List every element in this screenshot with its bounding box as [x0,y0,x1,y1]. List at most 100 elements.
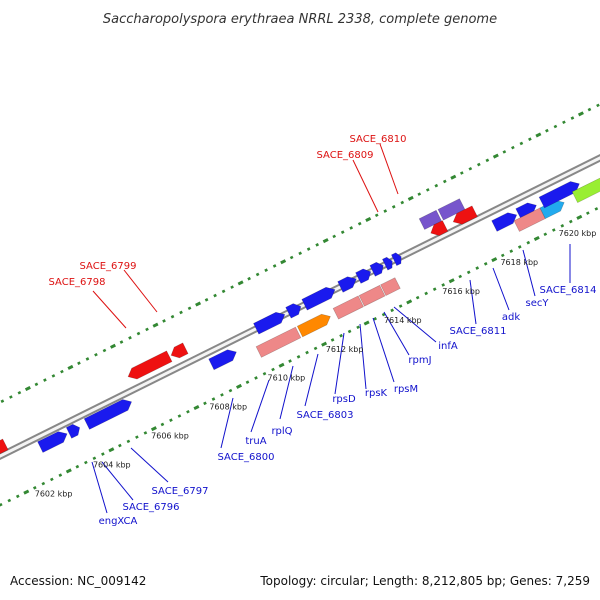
gene-feature[interactable] [390,252,402,267]
gene-feature[interactable] [491,212,518,232]
callout-line [101,461,134,501]
gene-feature[interactable] [0,438,9,455]
tick-mark [594,207,599,211]
gene-label[interactable]: SACE_6811 [450,326,507,337]
tick-mark [17,390,22,395]
gene-feature[interactable] [538,181,580,209]
tick-mark [143,431,148,435]
gene-feature[interactable] [301,286,336,311]
gene-label[interactable]: rplQ [271,426,292,437]
gene-label[interactable]: SACE_6803 [297,410,354,421]
gene-feature[interactable] [253,311,286,335]
tick-mark [577,111,584,117]
tick-mark [500,253,505,258]
gene-feature[interactable] [170,342,189,359]
callout-line [393,306,437,343]
gene-label[interactable]: rpsM [394,384,418,395]
tick-mark [204,297,209,302]
callout-line [91,461,108,514]
tick-mark [101,452,105,456]
tick-mark [160,422,165,427]
tick-mark [213,293,217,298]
gene-label[interactable]: adk [502,312,520,323]
tick-mark [15,494,20,499]
tick-mark [118,443,122,448]
callout-line [522,249,536,297]
callout-line [334,332,345,395]
tick-mark [262,371,267,376]
tick-mark [169,418,173,423]
gene-label[interactable]: engXCA [99,516,138,527]
gene-feature[interactable] [381,256,393,271]
tick-mark [568,219,573,224]
tick-dot-lines [0,103,600,507]
gene-feature[interactable] [430,220,449,236]
tick-mark [92,456,97,461]
tick-mark [570,116,575,120]
gene-feature[interactable] [337,276,357,293]
tick-mark [407,195,414,201]
gene-feature[interactable] [285,303,302,319]
gene-feature[interactable] [355,268,372,284]
gene-feature[interactable] [571,174,600,204]
gene-label[interactable]: SACE_6797 [152,486,209,497]
gene-feature[interactable] [83,399,133,430]
gene-feature[interactable] [208,349,237,371]
gene-feature[interactable] [255,326,302,358]
tick-mark [349,226,354,230]
gene-label[interactable]: rpsD [332,394,356,405]
gene-label[interactable]: SACE_6814 [540,285,597,296]
tick-mark [135,435,139,439]
tick-mark [519,141,524,146]
gene-feature[interactable] [437,198,466,221]
gene-label[interactable]: rpsK [365,388,388,399]
callout-line [359,323,367,390]
tick-mark [203,401,207,406]
gene-label[interactable]: SACE_6798 [49,277,106,288]
gene-label[interactable]: SACE_6810 [350,134,407,145]
gene-label[interactable]: SACE_6799 [80,261,137,272]
callout-line [372,317,395,383]
gene-feature[interactable] [380,277,401,297]
gene-feature[interactable] [515,202,537,220]
gene-feature[interactable] [65,423,81,439]
tick-mark [424,291,429,296]
accession-text: Accession: NC_009142 [10,574,146,588]
gene-feature[interactable] [296,313,331,338]
ruler-label: 7614 kbp [384,316,422,325]
gene-feature[interactable] [332,295,364,320]
gene-label[interactable]: SACE_6809 [317,150,374,161]
tick-mark [315,243,320,247]
gene-feature[interactable] [418,209,443,230]
tick-mark [179,310,183,315]
callout-line [123,269,158,313]
tick-mark [459,171,464,175]
tick-mark [545,128,549,133]
tick-mark [434,183,439,188]
tick-mark [528,137,532,141]
tick-mark [264,268,268,272]
gene-label[interactable]: SACE_6796 [123,502,180,513]
tick-mark [391,205,396,209]
gene-feature[interactable] [358,284,386,307]
callout-line [279,365,294,420]
tick-mark [271,367,275,372]
gene-feature[interactable] [127,350,173,380]
gene-label[interactable]: SACE_6800 [218,452,275,463]
gene-label[interactable]: infA [438,341,458,352]
tick-mark [51,374,56,378]
tick-mark [347,329,352,334]
gene-label[interactable]: rpmJ [408,355,431,366]
gene-label[interactable]: truA [245,436,266,447]
tick-mark [228,388,233,393]
callout-line [130,447,169,483]
gene-feature[interactable] [37,431,68,453]
gene-feature[interactable] [452,205,478,225]
gene-feature[interactable] [369,261,384,277]
tick-mark [34,382,39,387]
tick-mark [0,399,5,404]
tick-mark [119,340,124,344]
tick-mark [187,306,192,311]
gene-label[interactable]: secY [526,298,550,309]
tick-mark [357,221,362,226]
